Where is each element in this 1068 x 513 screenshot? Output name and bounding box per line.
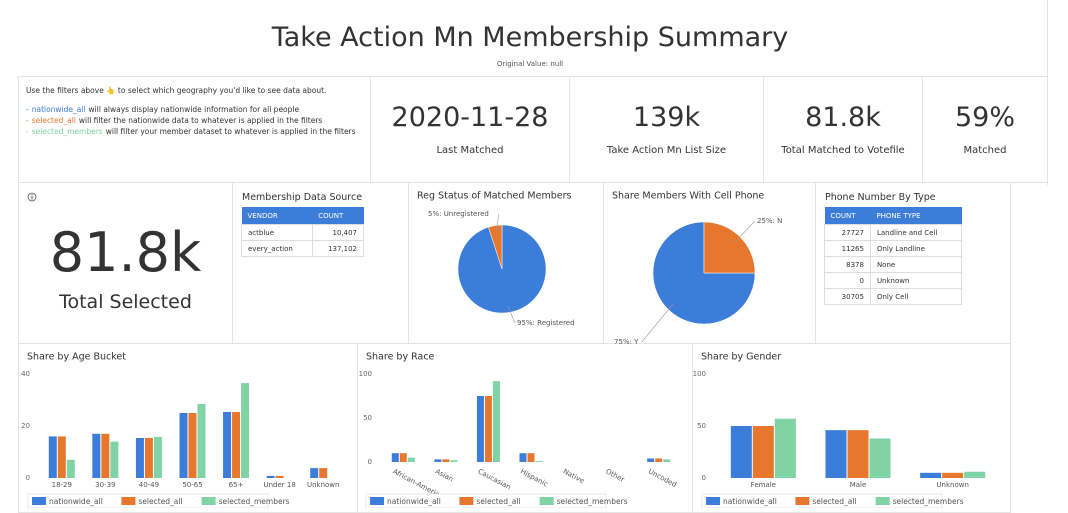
kpi-value: 59%: [954, 102, 1015, 133]
kpi-value: 2020-11-28: [391, 102, 549, 133]
filter-item: - nationwide_all will always display natio…: [26, 104, 361, 115]
page-subtitle: Original Value: null: [496, 60, 564, 68]
chart-panel: [603, 182, 816, 344]
table-cell: None: [869, 256, 963, 273]
chart-panel: [18, 343, 358, 513]
kpi-value: 81.8k: [805, 102, 881, 133]
table-cell: Only Landline: [869, 240, 963, 257]
filter-name: selected_all: [31, 116, 76, 125]
table-row: 0 Unknown: [824, 272, 963, 289]
filter-items: - nationwide_all will always display natio…: [26, 104, 361, 137]
table-header: COUNT PHONE TYPE: [824, 207, 962, 225]
table-title: Phone Number By Type: [825, 192, 936, 203]
total-value: 81.8k: [49, 221, 202, 284]
table-cell: 27727: [824, 224, 871, 241]
table-cell: 137,102: [311, 240, 365, 257]
filter-marker: -: [26, 105, 29, 114]
kpi-label: Matched: [963, 145, 1007, 156]
info-icon: [27, 192, 37, 202]
table-row: 30705 Only Cell: [824, 288, 963, 305]
table-title: Membership Data Source: [242, 192, 363, 203]
table-cell: 11265: [824, 240, 871, 257]
table-cell: Landline and Cell: [869, 224, 963, 241]
table-row: actblue 10,407: [241, 224, 365, 241]
column-header: COUNT: [824, 207, 871, 225]
table-cell: Unknown: [869, 272, 963, 289]
table-panel: Phone Number By Type COUNT PHONE TYPE 27727…: [815, 182, 1011, 344]
filters-panel: [18, 76, 371, 183]
filter-text: will filter your member dataset to whate…: [105, 127, 356, 136]
table-cell: 10,407: [311, 224, 365, 241]
chart-panel: [692, 343, 1011, 513]
filter-item: - selected_all will filter the nationwide …: [26, 115, 361, 126]
table-cell: actblue: [241, 224, 313, 241]
table-cell: every_action: [241, 240, 313, 257]
page-title: Take Action Mn Membership Summary: [271, 22, 789, 53]
kpi-label: Last Matched: [436, 145, 504, 156]
kpi-value: 139k: [632, 102, 701, 133]
total-label: Total Selected: [59, 291, 192, 313]
kpi-label: Total Matched to Votefile: [781, 145, 905, 156]
kpi-tile: 59% Matched: [922, 76, 1048, 183]
filter-text: will always display nationwide informati…: [88, 105, 300, 114]
filters-intro: Use the filters above 👆 to select which …: [26, 86, 327, 95]
table-header: VENDOR COUNT: [241, 207, 364, 225]
table-row: 11265 Only Landline: [824, 240, 963, 257]
kpi-tile: 139k Take Action Mn List Size: [569, 76, 764, 183]
chart-panel: [408, 182, 604, 344]
filter-name: selected_members: [31, 127, 103, 136]
column-header: VENDOR: [241, 207, 313, 225]
filter-text: will filter the nationwide data to whate…: [78, 116, 323, 125]
table-cell: 30705: [824, 288, 871, 305]
data-table: COUNT PHONE TYPE 27727 Landline and Cell 112…: [824, 207, 963, 305]
filters-text: Use the filters above 👆 to select which …: [26, 85, 361, 137]
kpi-tile: 2020-11-28 Last Matched: [370, 76, 570, 183]
table-cell: Only Cell: [869, 288, 963, 305]
filter-item: - selected_members will filter your member…: [26, 126, 361, 137]
table-row: 27727 Landline and Cell: [824, 224, 963, 241]
kpi-tile: 81.8k Total Matched to Votefile: [763, 76, 923, 183]
filter-marker: -: [26, 127, 29, 136]
column-header: COUNT: [312, 207, 364, 225]
total-panel: 81.8k Total Selected: [18, 182, 233, 344]
table-row: 8378 None: [824, 256, 963, 273]
table-cell: 8378: [824, 256, 871, 273]
column-header: PHONE TYPE: [870, 207, 962, 225]
data-table: VENDOR COUNT actblue 10,407 every_action 137,…: [241, 207, 365, 257]
table-row: every_action 137,102: [241, 240, 365, 257]
filter-marker: -: [26, 116, 29, 125]
chart-panel: [357, 343, 693, 513]
kpi-label: Take Action Mn List Size: [606, 145, 727, 156]
table-panel: Membership Data Source VENDOR COUNT actblue…: [232, 182, 409, 344]
filter-name: nationwide_all: [31, 105, 86, 114]
table-cell: 0: [824, 272, 871, 289]
